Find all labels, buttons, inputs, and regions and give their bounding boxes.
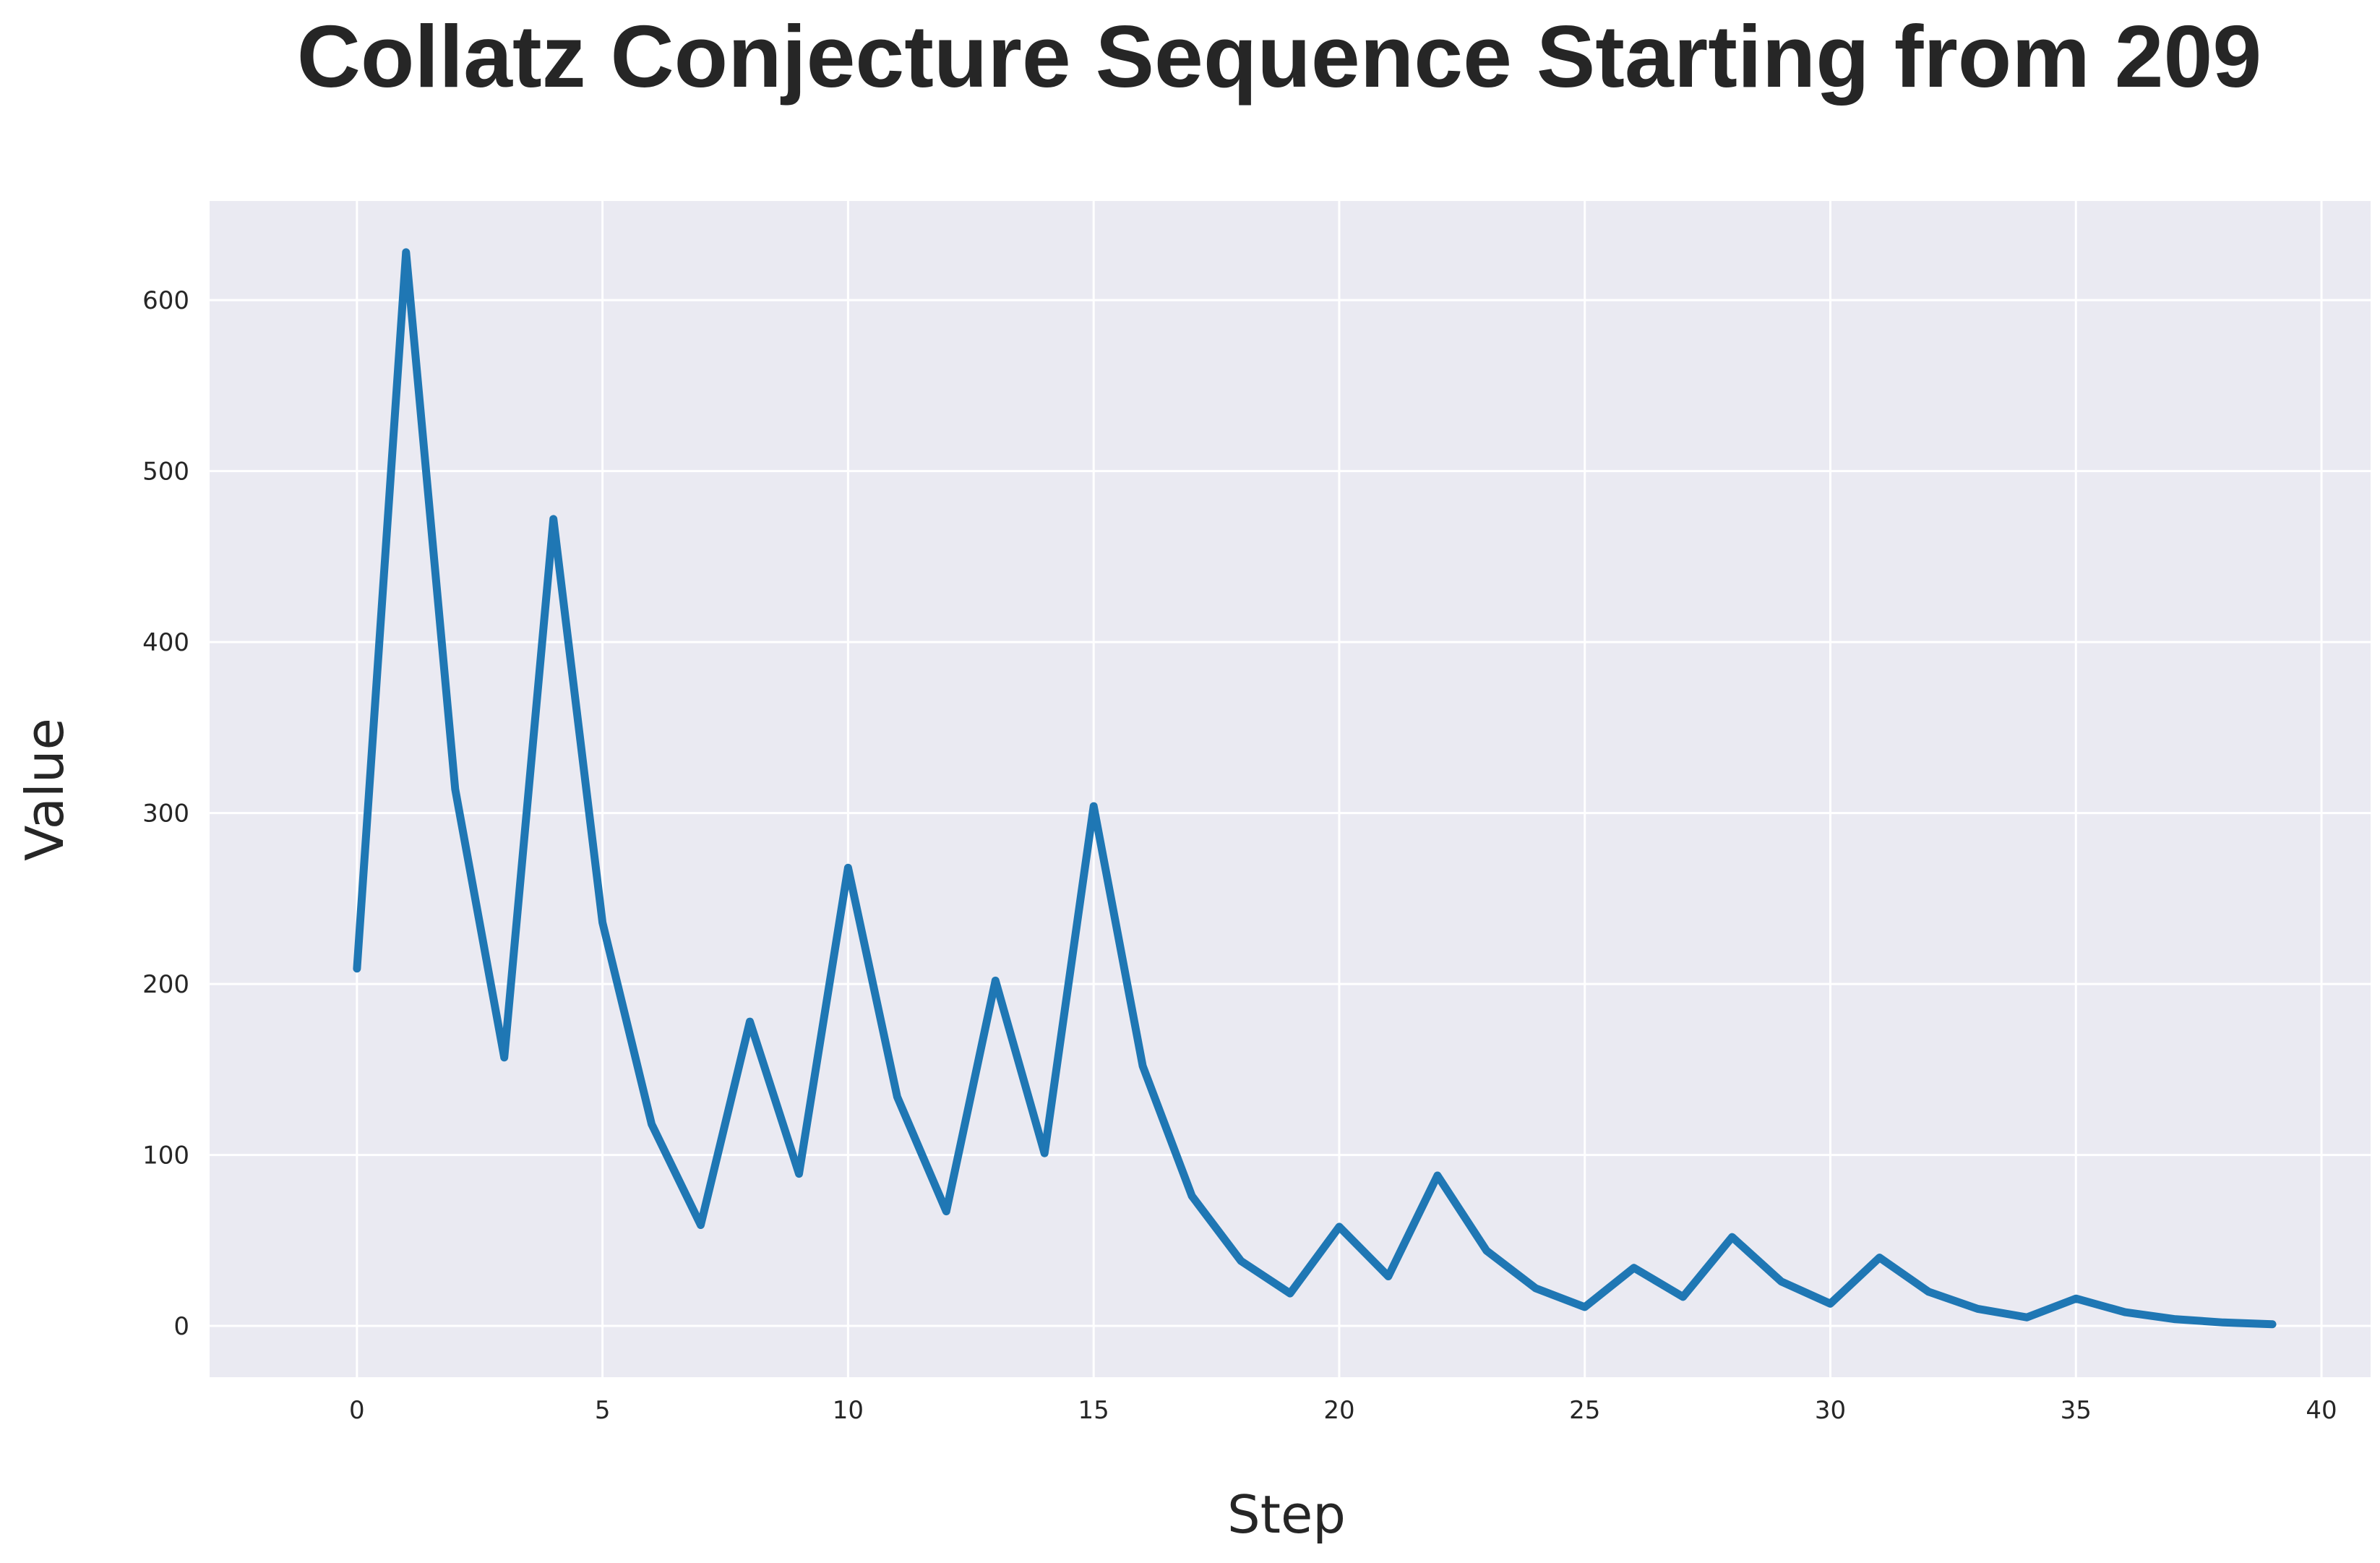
x-tick-label: 25 bbox=[1569, 1396, 1600, 1425]
x-axis-label: Step bbox=[1227, 1484, 1346, 1545]
x-tick-label: 10 bbox=[833, 1396, 864, 1425]
x-tick-label: 0 bbox=[349, 1396, 365, 1425]
plot-area bbox=[210, 201, 2371, 1377]
x-tick-labels: 0 5 10 15 20 25 30 35 40 bbox=[349, 1396, 2337, 1425]
y-tick-label: 400 bbox=[142, 628, 189, 657]
y-tick-label: 300 bbox=[142, 800, 189, 828]
chart-title: Collatz Conjecture Sequence Starting fro… bbox=[297, 7, 2262, 106]
y-tick-label: 600 bbox=[142, 286, 189, 315]
y-tick-label: 500 bbox=[142, 458, 189, 487]
y-tick-label: 100 bbox=[142, 1142, 189, 1170]
x-gridlines bbox=[356, 201, 2323, 1377]
y-tick-label: 0 bbox=[173, 1312, 189, 1341]
x-tick-label: 15 bbox=[1078, 1396, 1109, 1425]
y-tick-labels: 0 100 200 300 400 500 600 bbox=[142, 286, 189, 1341]
x-tick-label: 35 bbox=[2061, 1396, 2092, 1425]
x-tick-label: 30 bbox=[1815, 1396, 1846, 1425]
y-tick-label: 200 bbox=[142, 970, 189, 999]
x-tick-label: 40 bbox=[2306, 1396, 2337, 1425]
x-tick-label: 5 bbox=[595, 1396, 611, 1425]
series-line bbox=[353, 248, 2277, 1329]
y-axis-label: Value bbox=[14, 718, 75, 861]
x-tick-label: 20 bbox=[1323, 1396, 1354, 1425]
